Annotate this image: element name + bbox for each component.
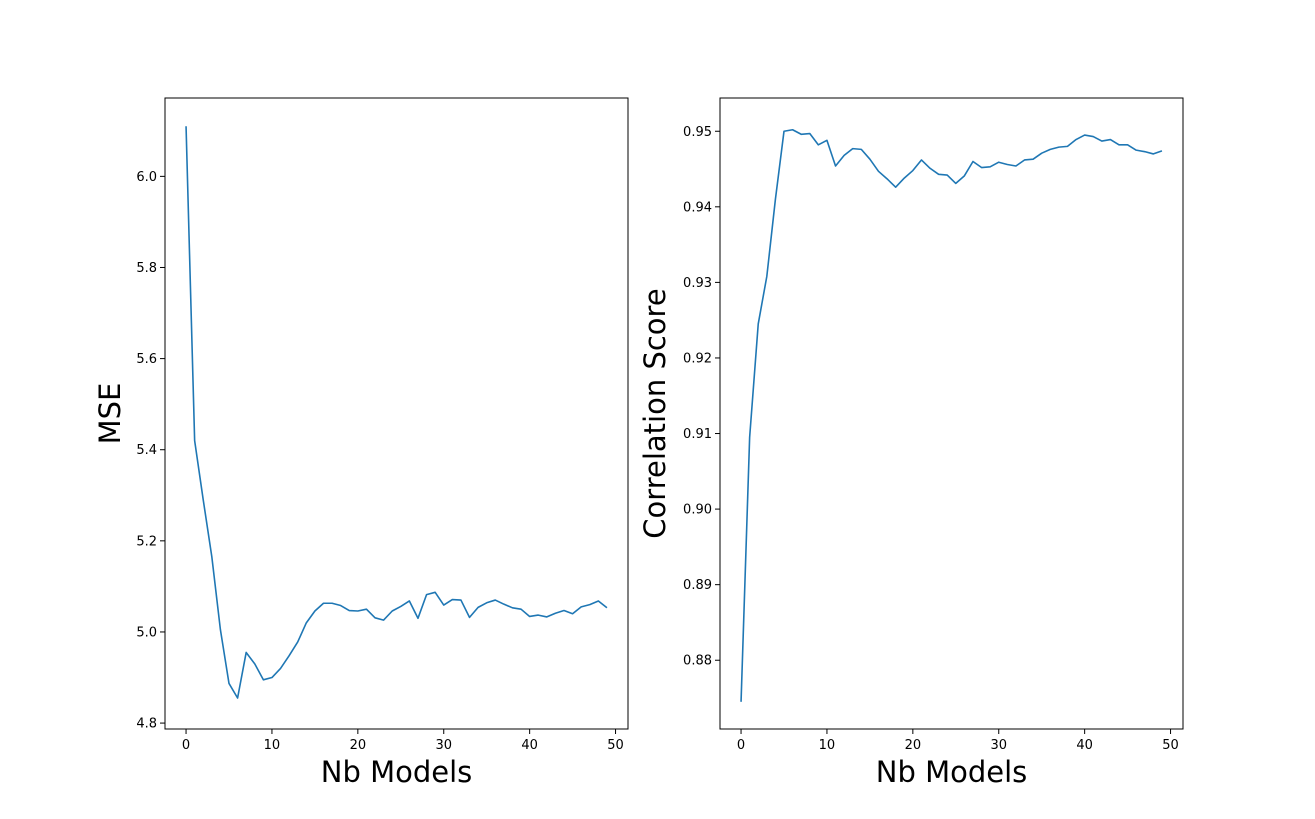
corr-y-tick-label-0: 0.88 — [683, 654, 712, 669]
mse-x-tick-label-1: 10 — [264, 738, 281, 753]
corr-x-tick-label-4: 40 — [1076, 738, 1093, 753]
corr-x-tick-label-1: 10 — [819, 738, 836, 753]
corr-x-tick-label-3: 30 — [990, 738, 1007, 753]
mse-y-tick-label-0: 4.8 — [136, 717, 157, 732]
mse-y-tick-label-4: 5.6 — [136, 352, 157, 367]
corr-y-tick-label-3: 0.91 — [683, 427, 712, 442]
mse-series-line — [185, 126, 608, 699]
corr-y-axis-label: Correlation Score — [638, 288, 672, 538]
mse-y-tick-label-2: 5.2 — [136, 534, 157, 549]
corr-y-tick-label-5: 0.93 — [683, 276, 712, 291]
mse-x-tick-label-5: 50 — [607, 738, 624, 753]
corr-x-tick-label-5: 50 — [1162, 738, 1179, 753]
mse-x-axis-label: Nb Models — [321, 755, 473, 789]
mse-y-tick-label-5: 5.8 — [136, 261, 157, 276]
corr-x-tick-label-0: 0 — [737, 738, 745, 753]
mse-x-tick-label-2: 20 — [350, 738, 367, 753]
corr-y-tick-label-7: 0.95 — [683, 125, 712, 140]
correlation-panel: 0 10 20 30 40 50 0.88 0.89 0.90 0.91 0.92 0.93 0.94 0… — [638, 97, 1184, 789]
mse-y-tick-label-1: 5.0 — [136, 625, 157, 640]
corr-x-axis-label: Nb Models — [876, 755, 1028, 789]
mse-x-tick-label-0: 0 — [182, 738, 190, 753]
corr-y-tick-label-1: 0.89 — [683, 578, 712, 593]
corr-y-tick-label-4: 0.92 — [683, 351, 712, 366]
corr-y-tick-label-6: 0.94 — [683, 200, 712, 215]
corr-y-tick-label-2: 0.90 — [683, 503, 712, 518]
mse-y-tick-label-3: 5.4 — [136, 443, 157, 458]
corr-series-line — [740, 128, 1163, 702]
mse-y-axis-label: MSE — [93, 383, 127, 445]
corr-x-tick-label-2: 20 — [905, 738, 922, 753]
mse-x-tick-label-4: 40 — [521, 738, 538, 753]
corr-axes-frame — [719, 97, 1184, 730]
mse-y-tick-label-6: 6.0 — [136, 170, 157, 185]
mse-x-tick-label-3: 30 — [435, 738, 452, 753]
mse-axes-frame — [164, 97, 629, 730]
mse-panel: 0 10 20 30 40 50 4.8 5.0 5.2 5.4 5.6 5.8 6.0 Nb Model… — [93, 97, 629, 789]
